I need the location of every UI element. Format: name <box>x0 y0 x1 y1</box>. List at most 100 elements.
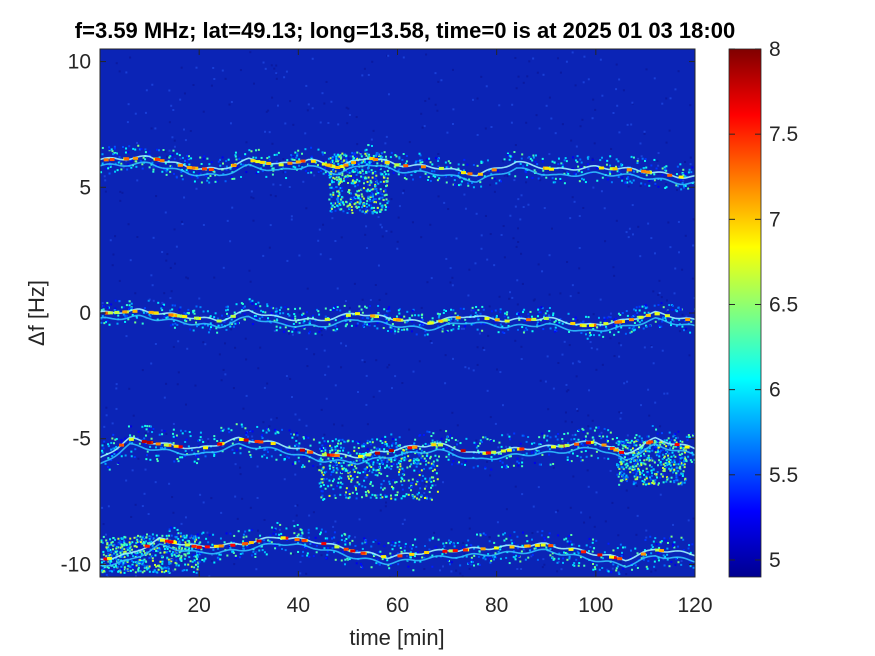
halo-pixel <box>517 464 520 467</box>
halo-pixel <box>441 327 444 330</box>
halo-pixel <box>495 314 498 317</box>
noise-pixel <box>556 570 559 573</box>
noise-pixel <box>275 417 278 420</box>
halo-pixel <box>296 434 299 437</box>
spread-pixel <box>673 461 676 464</box>
halo-pixel <box>591 158 594 161</box>
noise-pixel <box>282 158 285 161</box>
noise-pixel <box>475 439 478 442</box>
halo-pixel <box>583 564 586 567</box>
noise-pixel <box>275 77 278 80</box>
spread-pixel <box>642 469 645 472</box>
hot-pixel <box>544 166 550 170</box>
halo-pixel <box>321 437 324 440</box>
spread-pixel <box>621 447 624 450</box>
hot-pixel <box>179 314 185 318</box>
spread-pixel <box>137 560 140 563</box>
spread-pixel <box>122 555 125 558</box>
spread-pixel <box>359 200 362 203</box>
halo-pixel <box>566 432 569 435</box>
spread-pixel <box>156 564 159 567</box>
halo-pixel <box>128 145 131 148</box>
noise-pixel <box>487 334 490 337</box>
spread-pixel <box>338 202 341 205</box>
noise-pixel <box>475 316 478 319</box>
spread-pixel <box>412 448 415 451</box>
halo-pixel <box>453 183 456 186</box>
halo-pixel <box>592 334 595 337</box>
halo-pixel <box>220 323 223 326</box>
halo-pixel <box>662 306 665 309</box>
noise-pixel <box>202 110 205 113</box>
spread-pixel <box>678 462 681 465</box>
noise-pixel <box>442 565 444 568</box>
noise-pixel <box>537 486 540 489</box>
noise-pixel <box>565 383 568 386</box>
noise-pixel <box>572 475 575 478</box>
halo-pixel <box>255 156 258 159</box>
halo-pixel <box>406 328 409 331</box>
halo-pixel <box>522 434 525 437</box>
hot-pixel <box>420 165 426 169</box>
halo-pixel <box>302 326 305 329</box>
spread-pixel <box>173 539 176 542</box>
halo-pixel <box>111 455 114 458</box>
spread-pixel <box>365 154 368 157</box>
halo-pixel <box>284 306 287 309</box>
halo-pixel <box>451 448 454 451</box>
spread-pixel <box>185 569 188 572</box>
spread-pixel <box>146 565 149 568</box>
noise-pixel <box>394 543 397 546</box>
halo-pixel <box>264 160 267 163</box>
spread-pixel <box>654 472 657 475</box>
noise-pixel <box>485 85 488 88</box>
spread-pixel <box>197 565 200 568</box>
spread-pixel <box>348 493 351 496</box>
halo-pixel <box>277 151 280 154</box>
spread-pixel <box>672 445 675 448</box>
halo-pixel <box>294 166 297 169</box>
spread-pixel <box>129 537 132 540</box>
halo-pixel <box>371 317 374 320</box>
halo-pixel <box>108 466 111 469</box>
noise-pixel <box>501 404 504 407</box>
noise-pixel <box>489 233 492 236</box>
noise-pixel <box>255 568 258 571</box>
noise-pixel <box>539 179 542 182</box>
noise-pixel <box>210 560 213 563</box>
noise-pixel <box>100 570 103 573</box>
noise-pixel <box>579 125 582 128</box>
spread-pixel <box>639 447 642 450</box>
spread-pixel <box>334 209 337 212</box>
spread-pixel <box>333 206 336 209</box>
spread-pixel <box>325 477 328 480</box>
spread-pixel <box>407 493 410 496</box>
noise-pixel <box>452 357 455 360</box>
halo-pixel <box>262 429 265 432</box>
noise-pixel <box>647 222 650 225</box>
halo-pixel <box>542 169 545 172</box>
halo-pixel <box>367 144 370 147</box>
halo-pixel <box>457 171 460 174</box>
halo-pixel <box>633 465 636 468</box>
noise-pixel <box>361 298 364 301</box>
halo-pixel <box>687 455 690 458</box>
spread-pixel <box>378 468 381 471</box>
halo-pixel <box>613 323 616 326</box>
spread-pixel <box>362 179 365 182</box>
spread-pixel <box>381 204 384 207</box>
noise-pixel <box>562 170 565 173</box>
spread-pixel <box>197 548 200 551</box>
spread-pixel <box>374 211 377 214</box>
spread-pixel <box>654 451 657 454</box>
halo-pixel <box>397 309 400 312</box>
noise-pixel <box>423 492 426 495</box>
spread-pixel <box>431 484 434 487</box>
noise-pixel <box>324 373 327 376</box>
spread-pixel <box>341 152 344 155</box>
spread-pixel <box>374 183 377 186</box>
spread-pixel <box>133 545 136 548</box>
halo-pixel <box>456 319 459 322</box>
halo-pixel <box>275 533 278 536</box>
